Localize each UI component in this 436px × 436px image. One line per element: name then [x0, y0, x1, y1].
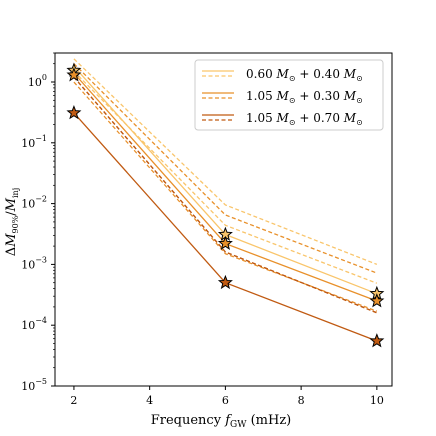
plot-frame [54, 52, 393, 387]
series-2-lower-dashed-line [73, 81, 378, 312]
y-tick-label: 100 [28, 73, 47, 89]
legend-label: 1.05 M⊙ + 0.70 M⊙ [246, 111, 363, 127]
x-tick-label: 8 [298, 394, 305, 407]
series-3-point [217, 274, 233, 290]
series-2-upper-dashed-line [73, 63, 378, 274]
legend-label: 1.05 M⊙ + 0.30 M⊙ [246, 89, 363, 105]
legend-label: 0.60 M⊙ + 0.40 M⊙ [246, 67, 363, 83]
x-axis-ticks: 2 4 6 8 10 [70, 386, 384, 407]
x-tick-label: 4 [146, 394, 153, 407]
series-layer [73, 58, 378, 342]
legend-box [194, 59, 384, 131]
series-3-point [369, 333, 385, 348]
x-axis-label: Frequency fGW (mHz) [151, 413, 292, 430]
series-2-point [217, 235, 233, 250]
series-3-lower-dashed-line [73, 76, 378, 314]
series-1-upper-dashed-line [73, 58, 378, 266]
y-tick-label: 10−5 [21, 377, 47, 393]
y-tick-label: 10−4 [21, 316, 47, 332]
series-2-point [369, 293, 385, 308]
legend: 0.60 M⊙ + 0.40 M⊙ 1.05 M⊙ + 0.30 M⊙ 1.05 M… [194, 59, 384, 131]
series-2-point [66, 67, 82, 82]
y-tick-label: 10−1 [21, 134, 47, 150]
x-tick-label: 10 [370, 394, 384, 407]
legend-entry-1: 0.60 M⊙ + 0.40 M⊙ [202, 67, 363, 83]
y-axis-label: ΔM90%/Minj [4, 188, 20, 256]
legend-entry-2: 1.05 M⊙ + 0.30 M⊙ [202, 89, 363, 105]
y-axis-ticks: 10−5 10−4 10−3 10−2 10−1 100 [21, 52, 55, 393]
x-tick-label: 6 [222, 394, 229, 407]
y-tick-label: 10−3 [21, 255, 47, 271]
y-tick-label: 10−2 [21, 195, 47, 211]
legend-entry-3: 1.05 M⊙ + 0.70 M⊙ [202, 111, 363, 127]
marker-layer [66, 62, 385, 348]
x-tick-label: 2 [70, 394, 77, 407]
series-3-point [66, 105, 82, 120]
